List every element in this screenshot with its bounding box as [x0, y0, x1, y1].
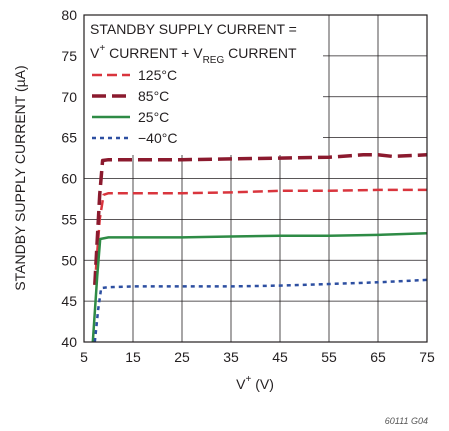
x-axis-title: V+ (V) — [236, 374, 274, 392]
x-tick-label: 75 — [419, 349, 435, 365]
x-tick-label: 55 — [321, 349, 337, 365]
annotation-v: V — [90, 45, 100, 61]
x-tick-label: 35 — [223, 349, 239, 365]
legend-box — [84, 15, 323, 155]
legend-label: 85°C — [138, 88, 169, 104]
annotation-plus-sup: + — [99, 43, 105, 54]
y-tick-labels: 40 45 50 55 60 65 70 75 80 — [61, 7, 77, 350]
annotation-end: CURRENT — [224, 45, 297, 61]
annotation-mid: CURRENT + V — [105, 45, 203, 61]
series-layer — [91, 153, 428, 343]
y-tick-label: 75 — [61, 48, 77, 64]
legend-label: 25°C — [138, 109, 169, 125]
annotation-reg-sub: REG — [203, 55, 225, 66]
x-tick-label: 65 — [370, 349, 386, 365]
annotation-line-1: STANDBY SUPPLY CURRENT = — [90, 21, 297, 37]
series-line — [93, 188, 427, 285]
annotation-line-2: V+ CURRENT + VREG CURRENT — [90, 43, 297, 66]
y-tick-label: 40 — [61, 334, 77, 350]
y-tick-label: 70 — [61, 89, 77, 105]
x-tick-label: 15 — [125, 349, 141, 365]
legend: 125°C 85°C 25°C −40°C — [92, 67, 177, 146]
y-tick-label: 50 — [61, 252, 77, 268]
y-tick-label: 45 — [61, 293, 77, 309]
legend-label: 125°C — [138, 67, 177, 83]
figure-note: 60111 G04 — [385, 416, 428, 426]
x-tick-label: 45 — [272, 349, 288, 365]
x-tick-label: 5 — [80, 349, 88, 365]
y-tick-label: 80 — [61, 7, 77, 23]
x-tick-labels: 5 15 25 35 45 55 65 75 — [80, 349, 435, 365]
series-line — [91, 232, 428, 343]
x-axis-title-base: V — [236, 376, 246, 392]
x-tick-label: 25 — [174, 349, 190, 365]
y-tick-label: 55 — [61, 211, 77, 227]
series-line — [93, 153, 428, 285]
x-axis-title-rest: (V) — [251, 376, 274, 392]
y-tick-label: 65 — [61, 130, 77, 146]
y-tick-label: 60 — [61, 171, 77, 187]
legend-label: −40°C — [138, 130, 177, 146]
plot-border — [83, 14, 428, 343]
y-axis-title: STANDBY SUPPLY CURRENT (µA) — [12, 65, 28, 290]
x-axis-title-sup: + — [245, 374, 251, 385]
series-line — [93, 278, 428, 343]
